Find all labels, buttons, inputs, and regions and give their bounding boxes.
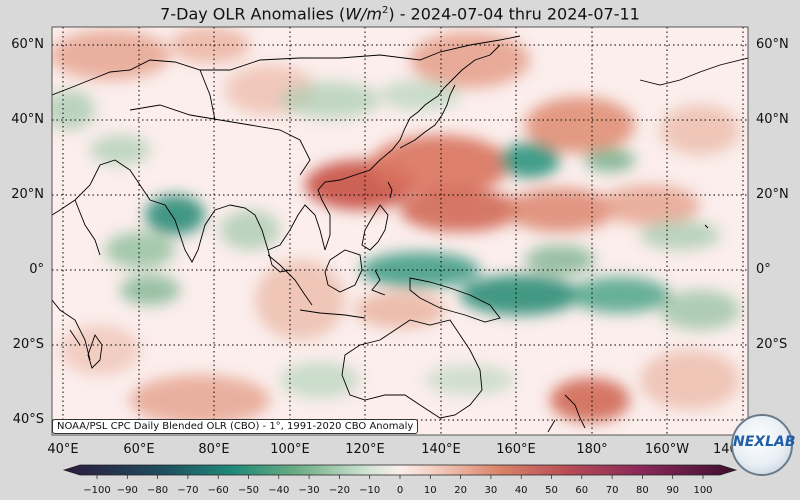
logo-wordmark: NEXLAB	[733, 434, 796, 450]
lat-label-right: 20°N	[756, 187, 789, 202]
lon-label: 40°E	[47, 442, 79, 457]
lat-label-left: 20°N	[11, 187, 44, 202]
coastlines	[52, 35, 748, 433]
lon-label: 100°E	[270, 442, 310, 457]
lat-label-right: 0°	[756, 262, 771, 277]
colorbar-tick-label: 10	[423, 485, 437, 496]
lon-label: 140°E	[421, 442, 461, 457]
colorbar-tick-label: 100	[693, 485, 713, 496]
colorbar-tick-label: 80	[636, 485, 649, 496]
anomaly-blobs	[52, 27, 740, 425]
figure-title: 7-Day OLR Anomalies (W/m2) - 2024-07-04 …	[0, 0, 800, 24]
colorbar-tick-label: −80	[147, 485, 169, 496]
colorbar-tick-label: −90	[116, 485, 138, 496]
lat-label-left: 20°S	[12, 337, 44, 352]
colorbar-tick-label: 70	[605, 485, 619, 496]
colorbar-ticks	[96, 475, 704, 479]
colorbar-tick-label: 40	[514, 485, 528, 496]
lat-label-left: 40°N	[11, 112, 44, 127]
lat-label-left: 60°N	[11, 37, 44, 52]
lon-label: 160°W	[644, 442, 690, 457]
colorbar-tick-label: 50	[545, 485, 558, 496]
lat-label-left: 0°	[29, 262, 44, 277]
lon-label: 120°E	[345, 442, 385, 457]
colorbar-tick-label: −100	[83, 485, 111, 496]
title-unit-exponent: 2	[381, 5, 389, 16]
colorbar-tick-label: −10	[359, 485, 381, 496]
lon-label: 60°E	[123, 442, 155, 457]
lat-label-right: 60°N	[756, 37, 789, 52]
colorbar	[62, 464, 738, 479]
lon-label: 180°	[576, 442, 608, 457]
anomaly-field	[52, 27, 748, 435]
data-source-credit: NOAA/PSL CPC Daily Blended OLR (CBO) - 1…	[52, 419, 419, 434]
colorbar-tick-label: −40	[268, 485, 290, 496]
colorbar-bar	[62, 464, 738, 476]
lon-label: 160°E	[496, 442, 536, 457]
colorbar-tick-label: 60	[575, 485, 589, 496]
title-prefix: 7-Day OLR Anomalies (	[160, 4, 346, 24]
colorbar-tick-label: −70	[177, 485, 199, 496]
title-unit: W/m	[345, 4, 382, 24]
lat-label-left: 40°S	[12, 412, 44, 427]
nexlab-logo: NEXLAB	[731, 414, 796, 476]
colorbar-tick-label: 0	[396, 485, 404, 496]
colorbar-tick-label: −50	[237, 485, 260, 496]
title-suffix: ) - 2024-07-04 thru 2024-07-11	[388, 4, 640, 24]
colorbar-tick-label: −20	[328, 485, 350, 496]
colorbar-tick-label: 20	[454, 485, 467, 496]
colorbar-tick-label: 30	[484, 485, 498, 496]
colorbar-tick-label: −30	[298, 485, 320, 496]
lat-label-right: 20°S	[756, 337, 788, 352]
colorbar-tick-label: −60	[207, 485, 229, 496]
colorbar-tick-label: 90	[666, 485, 680, 496]
map-frame	[51, 26, 749, 436]
lat-label-right: 40°N	[756, 112, 789, 127]
lon-label: 80°E	[198, 442, 230, 457]
